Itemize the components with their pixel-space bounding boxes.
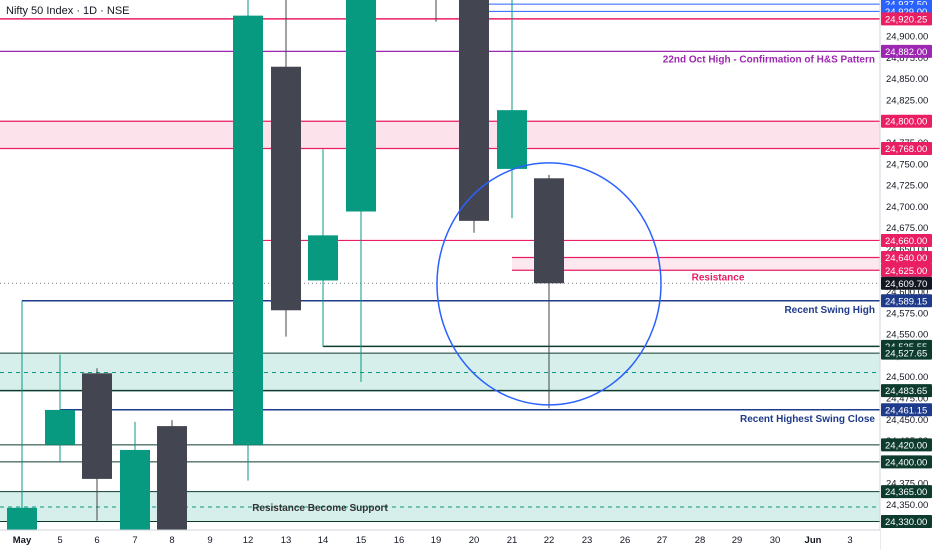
price-badge-label: 24,527.65 bbox=[885, 349, 927, 360]
y-tick-label: 24,850.00 bbox=[886, 74, 928, 85]
price-badge bbox=[881, 141, 932, 155]
price-badge-label: 24,589.15 bbox=[885, 296, 927, 307]
x-tick-label: 30 bbox=[770, 535, 781, 546]
price-badge bbox=[881, 384, 932, 398]
price-badge-label: 24,882.00 bbox=[885, 47, 927, 58]
y-tick-label: 24,550.00 bbox=[886, 330, 928, 341]
candle-body bbox=[346, 0, 376, 212]
candle-body bbox=[82, 373, 112, 479]
x-tick-label: 28 bbox=[695, 535, 706, 546]
candle-body bbox=[308, 235, 338, 281]
x-tick-label: 9 bbox=[207, 535, 212, 546]
price-badge-label: 24,461.15 bbox=[885, 405, 927, 416]
x-tick-label: 7 bbox=[132, 535, 137, 546]
y-tick-label: 24,675.00 bbox=[886, 223, 928, 234]
price-badge-label: 24,483.65 bbox=[885, 386, 927, 397]
y-tick-label: 24,750.00 bbox=[886, 159, 928, 170]
x-tick-label: 8 bbox=[169, 535, 174, 546]
candle-body bbox=[459, 0, 489, 221]
chart-title: Nifty 50 Index · 1D · NSE bbox=[6, 5, 130, 17]
price-badge bbox=[881, 44, 932, 58]
x-tick-label: 6 bbox=[94, 535, 99, 546]
time-axis bbox=[0, 530, 880, 550]
price-badge bbox=[881, 346, 932, 360]
price-badge-label: 24,365.00 bbox=[885, 487, 927, 498]
price-badge-label: 24,920.25 bbox=[885, 14, 927, 25]
price-badge-label: 24,800.00 bbox=[885, 117, 927, 128]
y-tick-label: 24,825.00 bbox=[886, 95, 928, 106]
price-badge-label: 24,400.00 bbox=[885, 457, 927, 468]
price-badge bbox=[881, 276, 932, 290]
price-badge-label: 24,625.00 bbox=[885, 266, 927, 277]
price-badge bbox=[881, 438, 932, 452]
resistance-zone-24768-24800 bbox=[0, 121, 880, 149]
candle-body bbox=[271, 66, 301, 311]
price-badge-label: 24,768.00 bbox=[885, 144, 927, 155]
x-tick-label: 29 bbox=[732, 535, 743, 546]
candle-body bbox=[45, 409, 75, 445]
x-tick-label: 12 bbox=[243, 535, 254, 546]
price-badge bbox=[881, 403, 932, 417]
candle-body bbox=[497, 110, 527, 169]
candle-body bbox=[120, 449, 150, 530]
x-tick-label: 20 bbox=[469, 535, 480, 546]
highlight-circle bbox=[436, 162, 662, 406]
x-tick-label: 19 bbox=[431, 535, 442, 546]
x-tick-label: 16 bbox=[394, 535, 405, 546]
y-tick-label: 24,700.00 bbox=[886, 202, 928, 213]
annotation-label: 22nd Oct High - Confirmation of H&S Patt… bbox=[663, 54, 875, 65]
annotation-label: Resistance bbox=[692, 272, 745, 283]
price-badge bbox=[881, 233, 932, 247]
price-badge bbox=[881, 455, 932, 469]
y-tick-label: 24,350.00 bbox=[886, 500, 928, 511]
price-badge-label: 24,609.70 bbox=[885, 279, 927, 290]
x-tick-label: 22 bbox=[544, 535, 555, 546]
x-tick-label: May bbox=[13, 535, 32, 546]
price-badge bbox=[881, 114, 932, 128]
price-badge-label: 24,660.00 bbox=[885, 236, 927, 247]
y-tick-label: 24,375.00 bbox=[886, 479, 928, 490]
price-badge-label: 24,640.00 bbox=[885, 253, 927, 264]
x-tick-label: 26 bbox=[620, 535, 631, 546]
candle-body bbox=[534, 178, 564, 284]
price-badge bbox=[881, 12, 932, 26]
price-badge bbox=[881, 514, 932, 528]
price-badge bbox=[881, 485, 932, 499]
annotation-label: Recent Swing High bbox=[784, 305, 875, 316]
price-badge bbox=[881, 250, 932, 264]
x-tick-label: 3 bbox=[847, 535, 852, 546]
y-tick-label: 24,500.00 bbox=[886, 372, 928, 383]
x-tick-label: 27 bbox=[657, 535, 668, 546]
y-tick-label: 24,475.00 bbox=[886, 394, 928, 405]
y-tick-label: 24,450.00 bbox=[886, 415, 928, 426]
x-tick-label: 5 bbox=[57, 535, 62, 546]
y-tick-label: 24,575.00 bbox=[886, 308, 928, 319]
candle-body bbox=[157, 426, 187, 550]
candle-body bbox=[233, 15, 263, 445]
y-tick-label: 24,900.00 bbox=[886, 32, 928, 43]
y-tick-label: 24,600.00 bbox=[886, 287, 928, 298]
annotation-label: Recent Highest Swing Close bbox=[740, 414, 875, 425]
y-tick-label: 24,650.00 bbox=[886, 244, 928, 255]
price-badge bbox=[881, 263, 932, 277]
x-tick-label: 13 bbox=[281, 535, 292, 546]
resistance-box bbox=[512, 257, 880, 271]
x-tick-label: 15 bbox=[356, 535, 367, 546]
price-badge-label: 24,420.00 bbox=[885, 440, 927, 451]
x-tick-label: 21 bbox=[507, 535, 518, 546]
y-tick-label: 24,875.00 bbox=[886, 53, 928, 64]
annotation-label: Resistance Become Support bbox=[252, 503, 388, 514]
x-tick-label: Jun bbox=[805, 535, 822, 546]
x-tick-label: 14 bbox=[318, 535, 329, 546]
price-badge bbox=[881, 294, 932, 308]
x-tick-label: 23 bbox=[582, 535, 593, 546]
support-zone-24483-24527 bbox=[0, 353, 880, 391]
price-badge-label: 24,330.00 bbox=[885, 517, 927, 528]
y-tick-label: 24,725.00 bbox=[886, 181, 928, 192]
